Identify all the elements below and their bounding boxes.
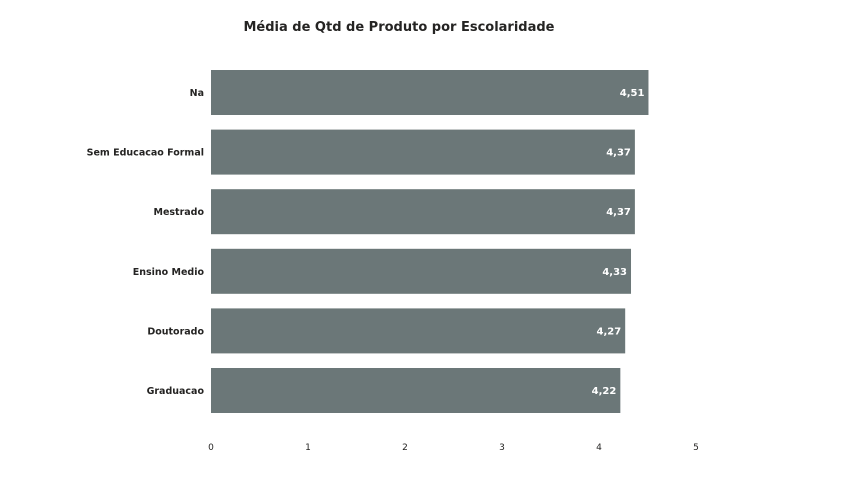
- category-label: Mestrado: [153, 207, 204, 218]
- bar: [211, 248, 632, 294]
- x-tick-label: 3: [499, 443, 505, 453]
- data-label: 4,22: [592, 386, 617, 397]
- x-tick-label: 5: [693, 443, 699, 453]
- x-tick-label: 4: [596, 443, 602, 453]
- data-label: 4,37: [606, 207, 631, 218]
- bar: [211, 308, 626, 354]
- x-tick-label: 2: [402, 443, 408, 453]
- chart-title: Média de Qtd de Produto por Escolaridade: [243, 20, 555, 35]
- category-label: Ensino Medio: [133, 267, 205, 278]
- category-label: Na: [190, 88, 204, 99]
- category-label: Graduacao: [147, 386, 205, 397]
- bar: [211, 189, 635, 235]
- data-label: 4,27: [597, 326, 622, 337]
- category-label: Sem Educacao Formal: [87, 148, 204, 159]
- x-tick-label: 1: [305, 443, 311, 453]
- data-label: 4,37: [606, 148, 631, 159]
- category-label: Doutorado: [147, 326, 204, 337]
- bar: [211, 368, 621, 413]
- x-tick-label: 0: [208, 443, 214, 453]
- bar: [211, 129, 635, 175]
- data-label: 4,33: [602, 267, 627, 278]
- bar: [211, 70, 649, 115]
- data-label: 4,51: [620, 88, 645, 99]
